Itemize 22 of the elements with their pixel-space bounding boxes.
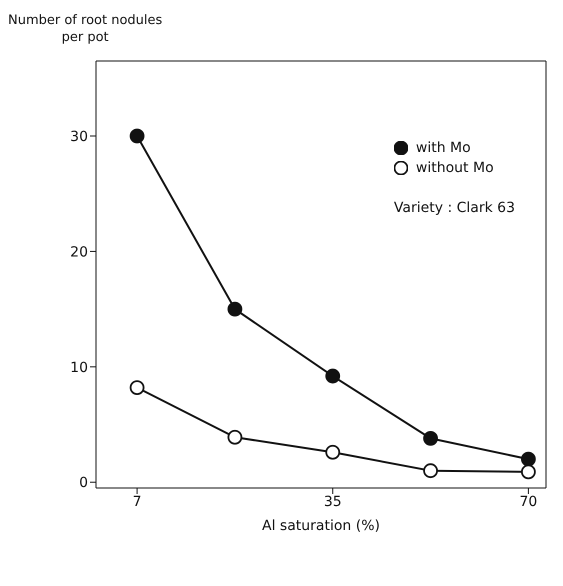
point bbox=[325, 368, 340, 384]
legend-label: without Mo bbox=[416, 160, 494, 176]
y-tick-label: 20 bbox=[70, 244, 88, 260]
point bbox=[228, 302, 242, 317]
y-tick-label: 0 bbox=[79, 475, 88, 492]
point bbox=[228, 430, 242, 445]
point bbox=[423, 463, 438, 478]
x-tick-label: 70 bbox=[519, 494, 538, 510]
x-tick-label: 7 bbox=[132, 494, 142, 510]
point bbox=[423, 430, 438, 446]
point bbox=[325, 444, 340, 460]
y-tick-label: 10 bbox=[70, 360, 88, 376]
x-axis-title: Al saturation (%) bbox=[262, 518, 380, 534]
x-tick-label: 35 bbox=[324, 494, 342, 510]
legend-label: with Mo bbox=[416, 140, 471, 156]
point bbox=[520, 452, 536, 467]
point bbox=[130, 380, 144, 395]
y-tick-label: 30 bbox=[70, 128, 88, 145]
point bbox=[130, 128, 144, 144]
y-axis-title: Number of root nodules per pot bbox=[8, 12, 162, 46]
point bbox=[520, 464, 536, 480]
annotation: Variety : Clark 63 bbox=[394, 200, 515, 216]
